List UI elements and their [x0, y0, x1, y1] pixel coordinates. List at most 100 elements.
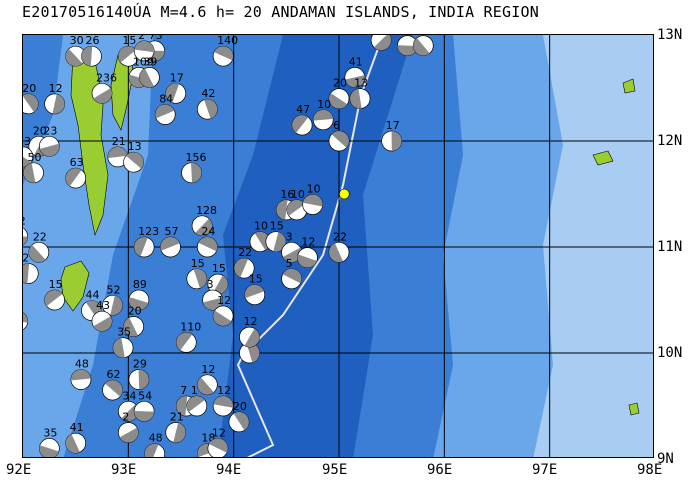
lon-label-94e: 94E [216, 462, 242, 478]
focal-mechanism[interactable]: 12 [23, 214, 29, 246]
event-depth-label: 73 [149, 35, 163, 42]
focal-mechanism[interactable]: 123 [133, 225, 159, 258]
focal-mechanism[interactable]: 47 [291, 103, 313, 136]
focal-mechanism[interactable]: 35 [38, 426, 60, 458]
focal-mechanism[interactable]: 15 [44, 278, 65, 311]
focal-mechanism[interactable]: 15 [244, 273, 266, 306]
focal-mechanism[interactable]: 236 [91, 71, 117, 104]
focal-mechanism[interactable]: 17 [381, 119, 403, 152]
focal-mechanism[interactable]: 26 [81, 35, 102, 67]
bathymetry-map[interactable]: 7330261522012236109391784140422023235063… [23, 35, 654, 458]
event-depth-label: 21 [112, 135, 126, 148]
focal-mechanism[interactable]: 2 [23, 252, 39, 284]
event-depth-label: 29 [133, 358, 147, 371]
focal-mechanism[interactable]: 23 [38, 124, 60, 157]
focal-mechanism[interactable]: 12 [297, 236, 318, 268]
event-depth-label: 50 [28, 151, 42, 164]
focal-mechanism[interactable]: 48 [70, 358, 92, 390]
focal-mechanism[interactable]: 54 [133, 389, 155, 422]
focal-mechanism[interactable]: 1 [397, 35, 418, 56]
focal-mechanism[interactable]: 10 [302, 183, 324, 215]
focal-mechanism[interactable]: 43 [91, 299, 113, 332]
focal-mechanism[interactable]: 52 [102, 283, 123, 316]
focal-mechanism[interactable]: 15 [207, 262, 229, 295]
focal-mechanism[interactable]: 22 [28, 230, 50, 263]
focal-mechanism[interactable]: 20 [328, 77, 350, 109]
event-depth-label: 57 [164, 225, 178, 238]
focal-mechanism[interactable]: 1 [186, 384, 208, 417]
beachball-compression [213, 310, 232, 326]
focal-mechanism[interactable]: 5 [281, 257, 302, 290]
focal-mechanism[interactable]: 12 [207, 426, 229, 458]
focal-mechanism[interactable]: 57 [160, 225, 181, 258]
beachball-compression [144, 443, 159, 457]
event-depth-label: 109 [133, 55, 154, 68]
beachball-compression [52, 94, 65, 114]
event-depth-label: 13 [128, 140, 142, 153]
focal-mechanism[interactable]: 3 [202, 278, 223, 311]
focal-mechanism[interactable]: 21 [165, 411, 187, 443]
focal-mechanism[interactable]: 48 [144, 432, 166, 458]
focal-mechanism[interactable]: 42 [196, 87, 218, 120]
focal-mechanism[interactable]: 12 [212, 384, 234, 417]
focal-mechanism[interactable]: 29 [128, 358, 150, 390]
beachball-compression [331, 131, 349, 148]
focal-mechanism[interactable]: 15 [117, 35, 139, 67]
beachball-compression [213, 275, 228, 295]
focal-mechanism[interactable]: 20 [123, 305, 144, 337]
focal-mechanism[interactable]: 2 [133, 35, 155, 62]
beachball-compression [138, 369, 149, 390]
focal-mechanism[interactable]: 110 [175, 320, 201, 353]
focal-mechanism[interactable]: 25 [370, 35, 392, 51]
focal-mechanism[interactable]: 12 [44, 82, 65, 115]
beachball-compression [195, 218, 213, 236]
focal-mechanism[interactable]: 50 [23, 151, 44, 184]
focal-mechanism[interactable]: 10 [249, 220, 271, 253]
focal-mechanism[interactable]: 15 [265, 220, 287, 253]
focal-mechanism[interactable]: 128 [191, 204, 217, 237]
focal-mechanism[interactable]: 2 [117, 411, 139, 443]
focal-mechanism[interactable]: 13 [123, 140, 144, 173]
focal-mechanism[interactable]: 21 [107, 135, 129, 168]
event-depth-label: 48 [149, 432, 163, 445]
focal-mechanism[interactable]: 15 [186, 257, 208, 290]
map-frame[interactable]: 7330261522012236109391784140422023235063… [22, 34, 654, 458]
focal-mechanism[interactable]: 84 [154, 93, 176, 125]
focal-mechanism[interactable]: 2 [23, 299, 29, 331]
lon-label-97e: 97E [532, 462, 558, 478]
focal-mechanism[interactable]: 12 [412, 35, 434, 56]
focal-mechanism[interactable]: 22 [328, 230, 350, 263]
focal-mechanism[interactable]: 20 [23, 82, 39, 115]
focal-mechanism[interactable]: 13 [349, 77, 371, 109]
focal-mechanism[interactable]: 156 [181, 151, 207, 184]
focal-mechanism[interactable]: 30 [65, 35, 87, 67]
focal-mechanism[interactable]: 12 [212, 294, 234, 327]
focal-mechanism[interactable]: 39 [139, 55, 160, 88]
focal-mechanism[interactable]: 89 [128, 278, 150, 311]
focal-mechanism[interactable]: 10 [312, 98, 334, 131]
focal-mechanism[interactable]: 35 [112, 326, 134, 359]
lat-label-12n: 12N [657, 133, 683, 149]
focal-mechanism[interactable]: 34 [117, 389, 139, 422]
focal-mechanism[interactable]: 20 [228, 400, 250, 433]
focal-mechanism[interactable]: 10 [286, 188, 308, 221]
focal-mechanism[interactable]: 12 [196, 363, 218, 396]
focal-mechanism[interactable]: 140 [212, 35, 238, 67]
beachball-compression [125, 152, 144, 169]
focal-mechanism[interactable]: 41 [344, 55, 366, 88]
focal-mechanism[interactable]: 63 [65, 156, 87, 189]
event-depth-label: 26 [85, 35, 99, 47]
focal-mechanism[interactable]: 62 [102, 368, 123, 401]
focal-mechanism[interactable]: 22 [233, 246, 255, 279]
beachball-compression [273, 232, 286, 252]
focal-mechanism[interactable]: 12 [239, 315, 260, 348]
focal-mechanism[interactable]: 6 [328, 119, 350, 152]
focal-mechanism[interactable]: 24 [196, 225, 218, 258]
focal-mechanism[interactable]: 17 [165, 71, 187, 104]
beachball-compression [198, 237, 218, 252]
event-depth-label: 20 [233, 400, 247, 413]
main-event-marker[interactable] [338, 188, 350, 200]
focal-mechanism[interactable]: 41 [65, 421, 87, 454]
event-depth-label: 2 [122, 411, 129, 424]
event-depth-label: 35 [43, 426, 57, 439]
